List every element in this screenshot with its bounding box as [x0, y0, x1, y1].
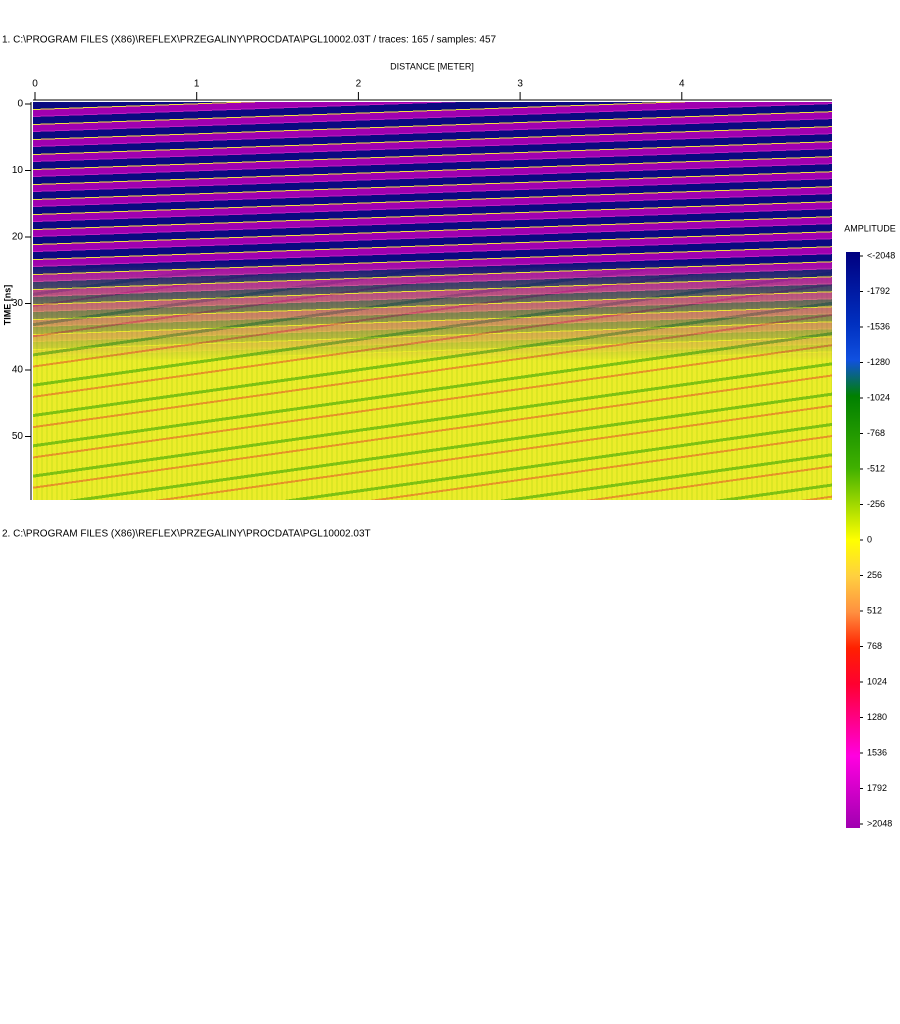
colorbar-tick-label: 1536 [867, 747, 887, 757]
x-axis-label: DISTANCE [METER] [390, 61, 474, 71]
colorbar-tick-label: 1280 [867, 712, 887, 722]
colorbar-tick-label: 1024 [867, 676, 887, 686]
colorbar-tick-label: -1792 [867, 286, 890, 296]
colorbar-tick-label: 768 [867, 641, 882, 651]
y-tick-label: 20 [12, 232, 24, 243]
colorbar-tick-label: 512 [867, 605, 882, 615]
y-tick-label: 10 [12, 165, 24, 176]
colorbar-tick-label: 256 [867, 570, 882, 580]
y-tick-label: 0 [17, 99, 23, 110]
y-axis-label: TIME [ns] [2, 285, 12, 326]
colorbar-tick-label: >2048 [867, 818, 892, 828]
x-tick-label: 0 [32, 79, 38, 90]
colorbar-tick-label: -768 [867, 428, 885, 438]
chart-subtitle: 2. C:\PROGRAM FILES (X86)\REFLEX\PRZEGAL… [2, 529, 371, 540]
y-tick-label: 50 [12, 431, 24, 442]
colorbar-tick-label: <-2048 [867, 250, 895, 260]
y-tick-label: 30 [12, 298, 24, 309]
colorbar-tick-label: -1280 [867, 357, 890, 367]
y-tick-label: 40 [12, 365, 24, 376]
colorbar-title: AMPLITUDE [844, 223, 896, 233]
x-tick-label: 2 [356, 79, 362, 90]
colorbar-tick-label: -1024 [867, 392, 890, 402]
x-tick-label: 4 [679, 79, 685, 90]
radargram-image [33, 102, 832, 500]
colorbar [846, 252, 860, 828]
colorbar-tick-label: -256 [867, 499, 885, 509]
colorbar-tick-label: 1792 [867, 783, 887, 793]
x-tick-label: 3 [517, 79, 523, 90]
colorbar-tick-label: -1536 [867, 321, 890, 331]
x-tick-label: 1 [194, 79, 200, 90]
chart-title: 1. C:\PROGRAM FILES (X86)\REFLEX\PRZEGAL… [2, 35, 497, 46]
colorbar-tick-label: -512 [867, 463, 885, 473]
colorbar-tick-label: 0 [867, 534, 872, 544]
